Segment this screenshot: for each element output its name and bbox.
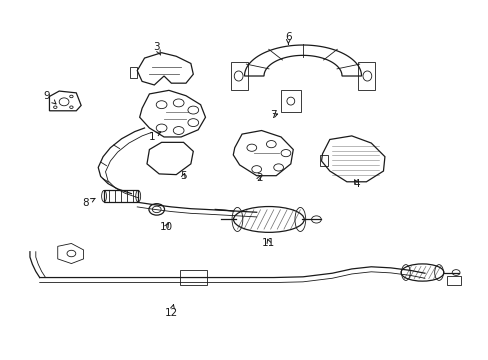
Text: 12: 12 bbox=[164, 305, 178, 318]
Text: 9: 9 bbox=[43, 91, 56, 104]
Text: 1: 1 bbox=[148, 132, 161, 142]
Text: 11: 11 bbox=[262, 238, 275, 248]
Text: 6: 6 bbox=[285, 32, 291, 44]
Bar bbox=[179, 270, 206, 285]
Text: 4: 4 bbox=[353, 179, 359, 189]
Text: 10: 10 bbox=[160, 222, 173, 231]
Text: 8: 8 bbox=[82, 198, 95, 208]
Text: 2: 2 bbox=[255, 173, 262, 183]
Text: 7: 7 bbox=[270, 111, 277, 121]
Text: 3: 3 bbox=[153, 42, 160, 55]
Text: 5: 5 bbox=[180, 171, 186, 181]
